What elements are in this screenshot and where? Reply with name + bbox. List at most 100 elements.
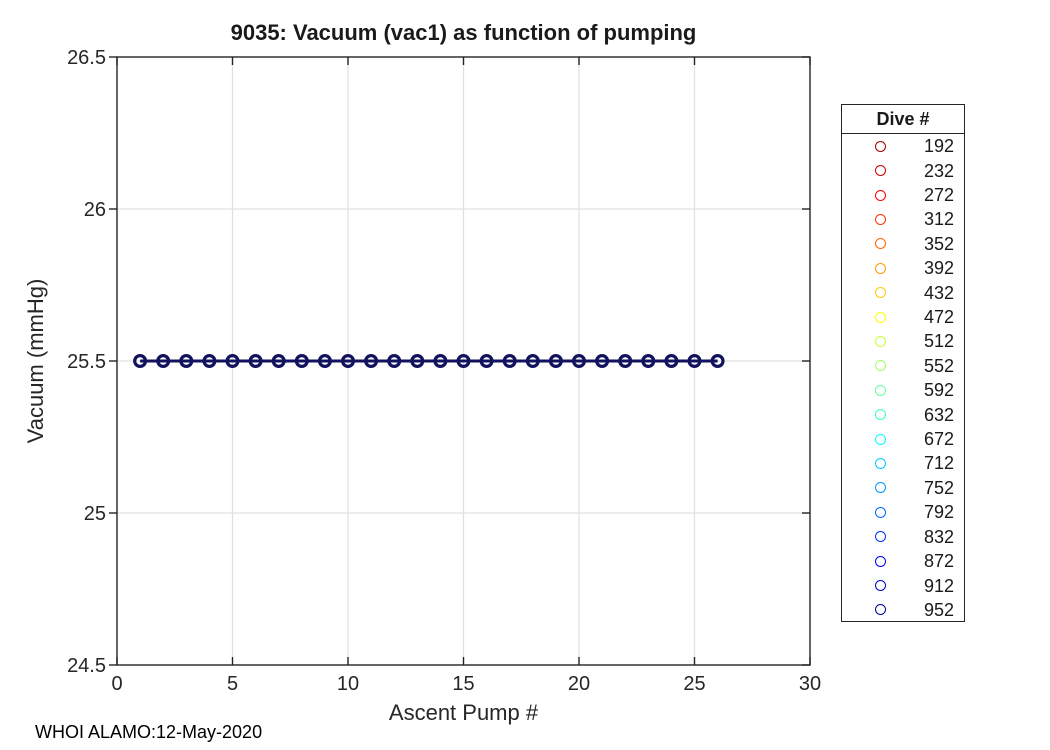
legend-marker-circle-icon	[875, 262, 886, 274]
legend-marker-circle-icon	[875, 555, 886, 567]
x-tick-label: 0	[111, 673, 122, 695]
y-tick-label: 26	[84, 199, 106, 221]
legend-entry: 832	[842, 525, 964, 549]
legend-entry-label: 312	[923, 209, 954, 230]
data-point-marker	[618, 354, 633, 369]
x-tick-label: 5	[227, 673, 238, 695]
data-point-marker	[502, 354, 517, 369]
legend-entry-label: 712	[923, 453, 954, 474]
data-point-marker	[433, 354, 448, 369]
data-point-marker	[271, 354, 286, 369]
data-point-marker	[525, 354, 540, 369]
data-point-marker	[294, 354, 309, 369]
legend-marker-circle-icon	[875, 506, 886, 518]
legend-entry: 952	[842, 598, 964, 622]
data-point-marker	[133, 354, 148, 369]
legend-entry: 672	[842, 427, 964, 451]
legend-entry: 752	[842, 476, 964, 500]
legend-marker-circle-icon	[875, 213, 886, 225]
legend-entry-label: 832	[923, 526, 954, 547]
y-tick-label: 24.5	[67, 655, 106, 677]
data-point-marker	[687, 354, 702, 369]
data-point-marker	[387, 354, 402, 369]
data-point-marker	[225, 354, 240, 369]
legend-entry: 592	[842, 378, 964, 402]
legend-entry-label: 512	[923, 331, 954, 352]
data-point-marker	[202, 354, 217, 369]
legend-marker-circle-icon	[875, 604, 886, 616]
data-point-marker	[317, 354, 332, 369]
legend-marker-circle-icon	[875, 165, 886, 177]
legend-marker-circle-icon	[875, 482, 886, 494]
legend-entry: 792	[842, 500, 964, 524]
data-point-marker	[548, 354, 563, 369]
legend-entry: 872	[842, 549, 964, 573]
data-point-marker	[156, 354, 171, 369]
x-tick-label: 10	[337, 673, 359, 695]
x-tick-label: 15	[452, 673, 474, 695]
legend-entry-label: 432	[923, 282, 954, 303]
legend-marker-circle-icon	[875, 433, 886, 445]
legend-entry-label: 872	[923, 551, 954, 572]
legend-entry: 192	[842, 134, 964, 158]
data-point-marker	[364, 354, 379, 369]
legend-entry: 272	[842, 183, 964, 207]
legend-marker-circle-icon	[875, 287, 886, 299]
legend-entry: 512	[842, 329, 964, 353]
legend-entry: 472	[842, 305, 964, 329]
legend-entry-label: 392	[923, 258, 954, 279]
data-point-marker	[341, 354, 356, 369]
y-tick-label: 25	[84, 503, 106, 525]
legend-entry-label: 632	[923, 404, 954, 425]
x-tick-label: 20	[568, 673, 590, 695]
legend-marker-circle-icon	[875, 311, 886, 323]
data-point-marker	[641, 354, 656, 369]
data-point-marker	[571, 354, 586, 369]
legend-entry: 552	[842, 354, 964, 378]
data-point-marker	[710, 354, 725, 369]
legend-title: Dive #	[842, 105, 964, 134]
legend-marker-circle-icon	[875, 189, 886, 201]
legend-entry: 712	[842, 451, 964, 475]
legend-entry-label: 352	[923, 233, 954, 254]
y-tick-label: 25.5	[67, 351, 106, 373]
legend-entry-label: 672	[923, 429, 954, 450]
data-point-marker	[664, 354, 679, 369]
legend-entry-label: 272	[923, 185, 954, 206]
data-point-marker	[248, 354, 263, 369]
legend-marker-circle-icon	[875, 140, 886, 152]
legend-entry: 912	[842, 573, 964, 597]
y-tick-label: 26.5	[67, 47, 106, 69]
x-axis-label: Ascent Pump #	[388, 700, 539, 725]
legend-marker-circle-icon	[875, 457, 886, 469]
legend-entry-label: 232	[923, 160, 954, 181]
legend-box: Dive # 192 232 272 312 352 392 432 472 512 552 592…	[841, 104, 965, 622]
data-point-marker	[479, 354, 494, 369]
legend-entry-label: 952	[923, 599, 954, 620]
legend-marker-circle-icon	[875, 360, 886, 372]
legend-marker-circle-icon	[875, 531, 886, 543]
legend-entry-label: 472	[923, 307, 954, 328]
legend-entry: 392	[842, 256, 964, 280]
legend-entry-label: 192	[923, 136, 954, 157]
legend-entry-label: 552	[923, 355, 954, 376]
legend-entry-label: 752	[923, 477, 954, 498]
legend-entry: 312	[842, 207, 964, 231]
legend-marker-circle-icon	[875, 335, 886, 347]
x-tick-label: 30	[799, 673, 821, 695]
chart-title: 9035: Vacuum (vac1) as function of pumpi…	[230, 20, 697, 45]
legend-marker-circle-icon	[875, 384, 886, 396]
legend-entry: 232	[842, 158, 964, 182]
legend-entry-label: 792	[923, 502, 954, 523]
data-point-marker	[595, 354, 610, 369]
legend-entry: 432	[842, 280, 964, 304]
legend-entry-label: 592	[923, 380, 954, 401]
data-point-marker	[179, 354, 194, 369]
legend-marker-circle-icon	[875, 580, 886, 592]
legend-marker-circle-icon	[875, 238, 886, 250]
legend-entry: 632	[842, 402, 964, 426]
data-point-marker	[456, 354, 471, 369]
data-point-marker	[410, 354, 425, 369]
